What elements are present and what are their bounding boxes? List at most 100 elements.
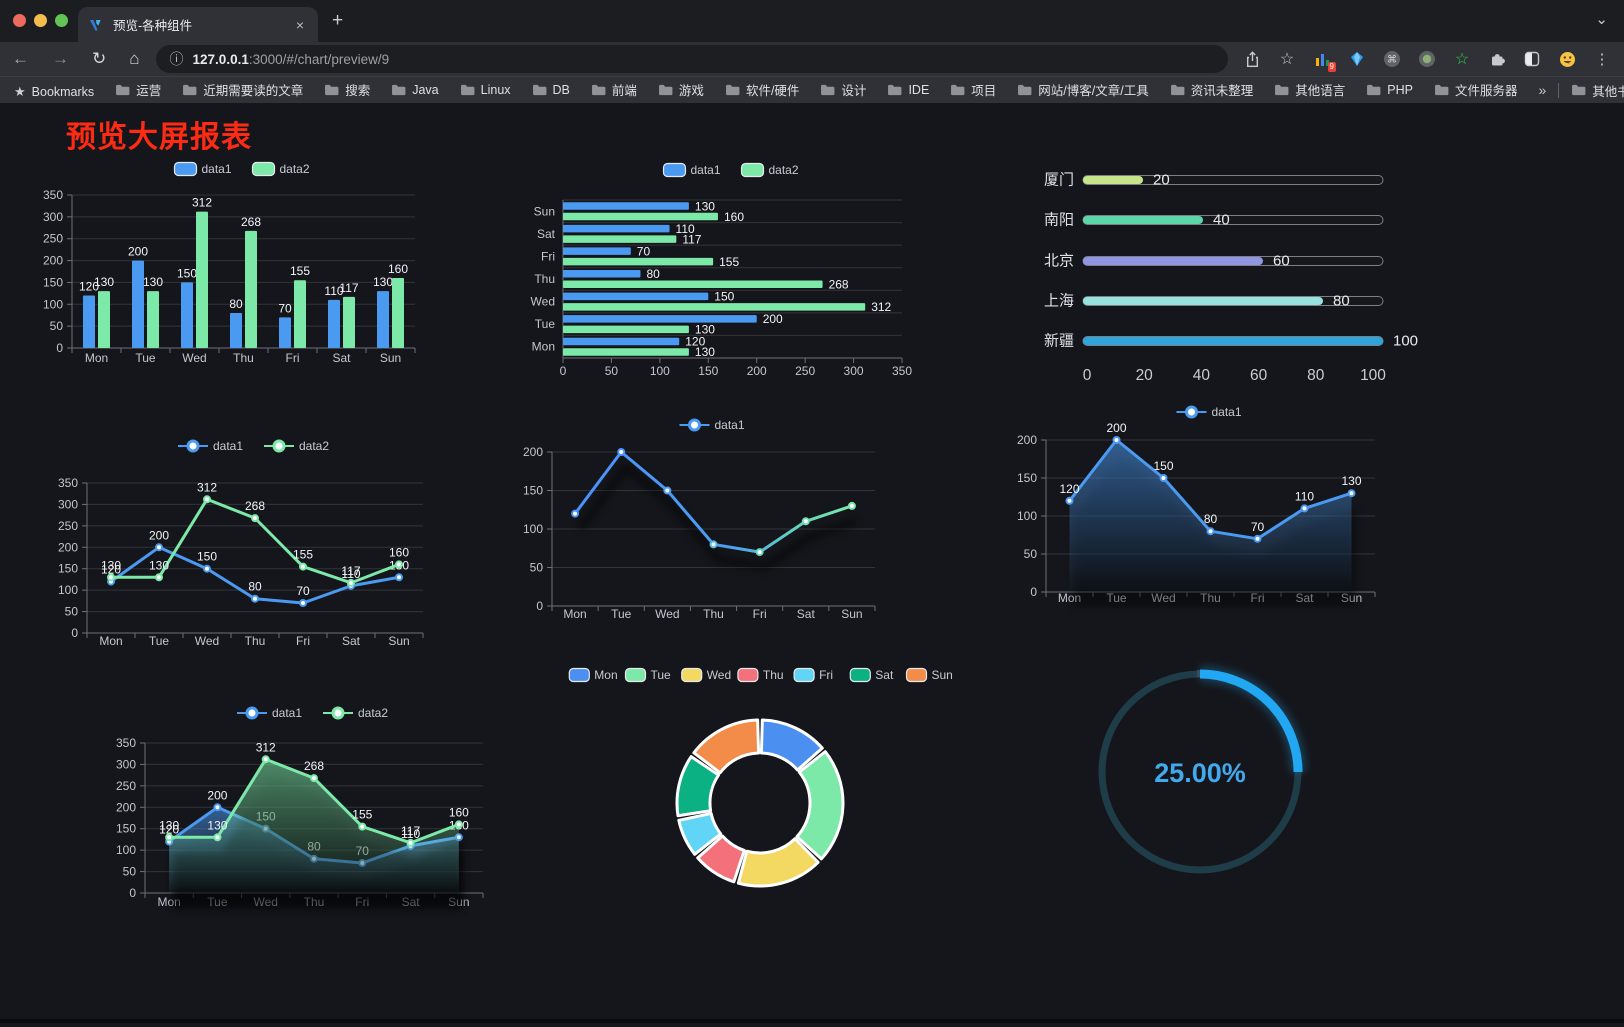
extension-stats-icon[interactable]: 9 [1312, 49, 1336, 72]
svg-text:60: 60 [1250, 367, 1268, 384]
bookmark-item[interactable]: 文件服务器 [1434, 80, 1517, 99]
svg-text:data2: data2 [358, 706, 388, 720]
site-info-icon[interactable]: ⓘ [169, 51, 184, 67]
folder-icon [658, 84, 673, 95]
bookmarks-divider [1558, 82, 1560, 98]
extensions-puzzle-icon[interactable] [1487, 49, 1507, 69]
bookmark-item[interactable]: 资讯未整理 [1170, 80, 1253, 99]
svg-text:0: 0 [536, 599, 543, 613]
svg-text:117: 117 [339, 281, 358, 295]
svg-text:Sat: Sat [875, 668, 894, 682]
svg-text:50: 50 [1024, 547, 1038, 561]
svg-text:117: 117 [341, 564, 360, 578]
svg-text:20: 20 [1136, 367, 1154, 384]
svg-text:268: 268 [241, 215, 261, 229]
svg-text:130: 130 [143, 275, 163, 289]
svg-text:120: 120 [1059, 482, 1079, 496]
browser-tab[interactable]: 预览-各种组件 × [78, 7, 318, 42]
minimize-window-button[interactable] [34, 14, 47, 27]
svg-text:312: 312 [192, 196, 212, 210]
bookmark-item[interactable]: 前端 [591, 80, 637, 99]
bookmark-item[interactable]: ★ Bookmarks [14, 83, 95, 99]
svg-text:350: 350 [58, 476, 78, 490]
bookmark-item[interactable]: 软件/硬件 [725, 80, 799, 99]
svg-text:Wed: Wed [655, 607, 679, 621]
back-button[interactable]: ← [12, 49, 29, 68]
folder-icon [325, 84, 339, 95]
chart-bar-vertical: 0 50 100 150 200 250 300 350 Mon Tue Wed Thu Fri Sat S… [35, 110, 430, 380]
zoom-window-button[interactable] [55, 14, 68, 27]
other-bookmarks-folder[interactable]: 其他书签 [1571, 81, 1624, 100]
bookmark-item[interactable]: Java [391, 83, 439, 97]
close-window-button[interactable] [13, 14, 26, 27]
bookmark-item[interactable]: 网站/博客/文章/工具 [1017, 80, 1149, 99]
svg-text:Sat: Sat [342, 634, 361, 648]
bookmark-item[interactable]: 近期需要读的文章 [182, 80, 303, 99]
svg-text:data1: data1 [715, 418, 745, 432]
svg-text:200: 200 [116, 800, 136, 814]
chart-gauge: 25.00% [1080, 655, 1325, 895]
folder-icon [532, 84, 546, 95]
svg-text:厦门: 厦门 [1044, 172, 1074, 189]
url-bar[interactable]: ⓘ 127.0.0.1:3000/#/chart/preview/9 [155, 45, 1228, 73]
bookmark-item[interactable]: 游戏 [658, 80, 704, 99]
tab-close-icon[interactable]: × [295, 16, 304, 33]
svg-text:160: 160 [388, 262, 408, 276]
svg-text:70: 70 [637, 244, 651, 258]
svg-text:70: 70 [296, 584, 310, 598]
svg-text:100: 100 [523, 522, 543, 536]
svg-text:Mon: Mon [99, 634, 122, 648]
bookmark-item[interactable]: Linux [460, 83, 511, 97]
svg-text:data1: data1 [213, 439, 243, 453]
bookmark-item[interactable]: PHP [1366, 83, 1413, 97]
svg-text:200: 200 [1017, 433, 1037, 447]
svg-text:130: 130 [695, 199, 715, 213]
svg-text:200: 200 [43, 254, 63, 268]
bookmark-item[interactable]: 运营 [115, 80, 161, 99]
traffic-lights [13, 14, 68, 27]
emoji-extension-icon[interactable] [1557, 49, 1577, 69]
home-button[interactable]: ⌂ [129, 49, 140, 68]
chart-bar-horizontal: 0 50 100 150 200 250 300 350 data1 data2 Mon 120 130… [505, 150, 925, 380]
svg-text:200: 200 [1106, 421, 1126, 435]
svg-text:Tue: Tue [149, 634, 170, 648]
svg-text:200: 200 [523, 445, 543, 459]
bookmarks-overflow-chevron[interactable]: » [1538, 82, 1547, 98]
svg-text:Fri: Fri [541, 249, 555, 263]
reload-button[interactable]: ↻ [92, 49, 107, 68]
bookmark-star-icon[interactable]: ☆ [1279, 51, 1295, 68]
folder-icon [1170, 84, 1185, 95]
extension-gem-icon[interactable] [1347, 49, 1367, 69]
bookmark-item[interactable]: 其他语言 [1274, 80, 1345, 99]
bookmark-item[interactable]: IDE [887, 83, 929, 97]
svg-text:70: 70 [1251, 520, 1265, 534]
window-bottom-edge [0, 1019, 1624, 1023]
svg-text:300: 300 [116, 757, 136, 771]
svg-text:60: 60 [1273, 253, 1290, 270]
svg-text:150: 150 [1017, 471, 1037, 485]
new-tab-button[interactable]: + [332, 10, 344, 31]
tab-search-chevron-icon[interactable]: ⌄ [1595, 11, 1608, 28]
dark-mode-extension-icon[interactable] [1522, 49, 1542, 69]
url-host: 127.0.0.1 [192, 51, 249, 67]
svg-text:data1: data1 [272, 706, 302, 720]
svg-text:Fri: Fri [286, 351, 300, 365]
extension-command-icon[interactable]: ⌘ [1382, 49, 1402, 69]
bookmark-item[interactable]: DB [532, 83, 570, 97]
extension-green-dot-icon[interactable] [1417, 49, 1437, 69]
bookmark-item[interactable]: 搜索 [324, 80, 370, 99]
extension-badge: 9 [1327, 62, 1336, 72]
svg-text:200: 200 [763, 312, 783, 326]
bookmark-item[interactable]: 设计 [820, 80, 866, 99]
bookmark-item[interactable]: 项目 [950, 80, 996, 99]
browser-menu-icon[interactable]: ⋮ [1594, 51, 1610, 68]
svg-text:150: 150 [523, 484, 543, 498]
svg-text:Fri: Fri [296, 634, 310, 648]
svg-text:data1: data1 [202, 162, 232, 176]
share-icon[interactable] [1242, 49, 1262, 69]
extension-green-star-icon[interactable]: ☆ [1454, 51, 1470, 68]
chart-line-gradient: 0 50 100 150 200 Mon Tue Wed Thu Fri Sat Sun data1 [495, 400, 895, 625]
forward-button[interactable]: → [52, 49, 69, 68]
folder-icon [1018, 84, 1032, 95]
svg-text:40: 40 [1193, 367, 1211, 384]
